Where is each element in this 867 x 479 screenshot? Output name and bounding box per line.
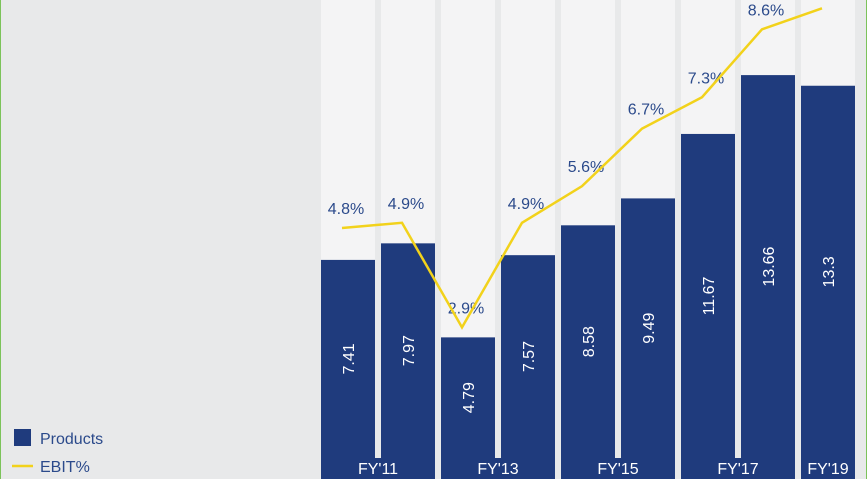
x-label-box	[801, 458, 855, 479]
x-tick-label: FY'13	[477, 461, 518, 478]
x-label-box	[321, 458, 435, 479]
x-tick-label: FY'11	[358, 461, 398, 478]
x-tick-label: FY'15	[597, 461, 638, 478]
bar	[741, 75, 795, 479]
legend-label: Products	[40, 431, 103, 448]
line-value-label: 4.9%	[388, 196, 424, 213]
bar	[681, 133, 735, 479]
bar-value-label: 7.57	[521, 341, 538, 372]
bar-value-label: 8.58	[581, 326, 598, 357]
bar	[501, 255, 555, 479]
bar	[621, 198, 675, 479]
bar-value-label: 9.49	[641, 313, 658, 344]
bar-value-label: 11.67	[701, 276, 718, 315]
bar-value-label: 13.66	[761, 246, 778, 286]
legend-swatch	[14, 429, 31, 446]
line	[341, 7, 823, 330]
line-value-label: 5.6%	[568, 159, 604, 176]
line-value-label: 6.7%	[628, 102, 664, 119]
x-label-box	[441, 458, 555, 479]
line-value-label: 8.6%	[748, 2, 784, 19]
x-tick-label: FY'17	[717, 461, 758, 478]
bar-value-label: 7.97	[401, 335, 418, 366]
line-value-label: 4.9%	[508, 196, 544, 213]
bar	[441, 337, 495, 479]
bar-value-label: 7.41	[341, 343, 358, 374]
bar-value-label: 13.3	[821, 256, 838, 287]
line-value-label: 4.8%	[328, 201, 364, 218]
x-label-box	[681, 458, 795, 479]
x-tick-label: FY'19	[807, 461, 848, 478]
legend-label: EBIT%	[40, 459, 90, 476]
line-value-label: 2.9%	[448, 300, 484, 317]
bar	[561, 225, 615, 479]
bar-value-label: 4.79	[461, 382, 478, 413]
bar	[321, 259, 375, 479]
bar	[381, 243, 435, 479]
x-label-box	[561, 458, 675, 479]
bar	[801, 85, 855, 479]
